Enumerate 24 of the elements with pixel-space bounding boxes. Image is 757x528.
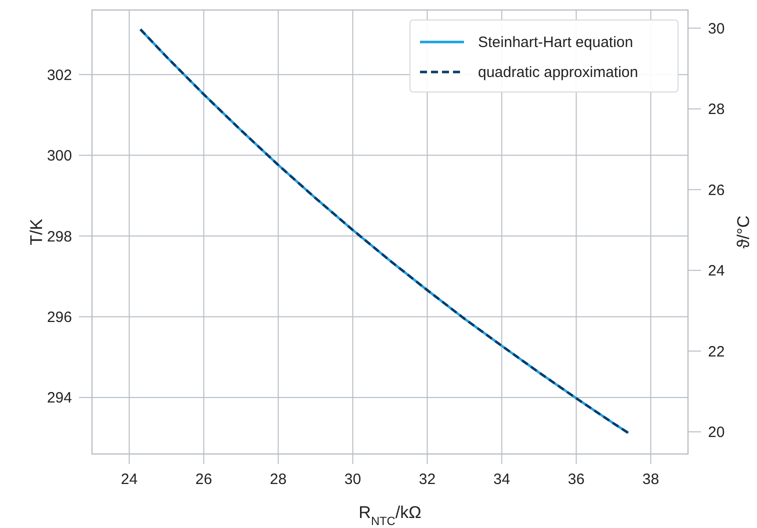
legend-label: quadratic approximation	[478, 64, 638, 81]
y-tick-label: 296	[46, 309, 72, 326]
x-tick-label: 28	[270, 471, 287, 488]
y-tick-label: 298	[46, 228, 72, 246]
y2-tick-label: 28	[708, 101, 725, 118]
y2-axis-title: ϑ/°C	[734, 215, 753, 249]
x-tick-label: 26	[195, 471, 212, 488]
y2-tick-label: 20	[708, 424, 725, 442]
x-tick-label: 36	[568, 471, 585, 488]
y-tick-label: 300	[46, 148, 72, 165]
y2-tick-label: 26	[708, 182, 725, 199]
y-tick-label: 294	[46, 390, 72, 407]
y-tick-label: 302	[46, 66, 72, 84]
x-axis-title: R$_{NTC}$/kΩ	[358, 503, 422, 528]
legend-label: Steinhart-Hart equation	[478, 34, 634, 51]
x-tick-label: 24	[120, 471, 138, 488]
x-tick-label: 30	[344, 471, 362, 488]
y2-tick-label: 22	[708, 343, 725, 360]
x-tick-label: 32	[418, 471, 436, 488]
y2-tick-label: 30	[708, 20, 725, 38]
x-tick-label: 38	[642, 471, 660, 488]
y2-tick-label: 24	[708, 262, 725, 280]
x-tick-label: 34	[493, 471, 510, 488]
y-axis-title: T/K	[27, 218, 46, 246]
